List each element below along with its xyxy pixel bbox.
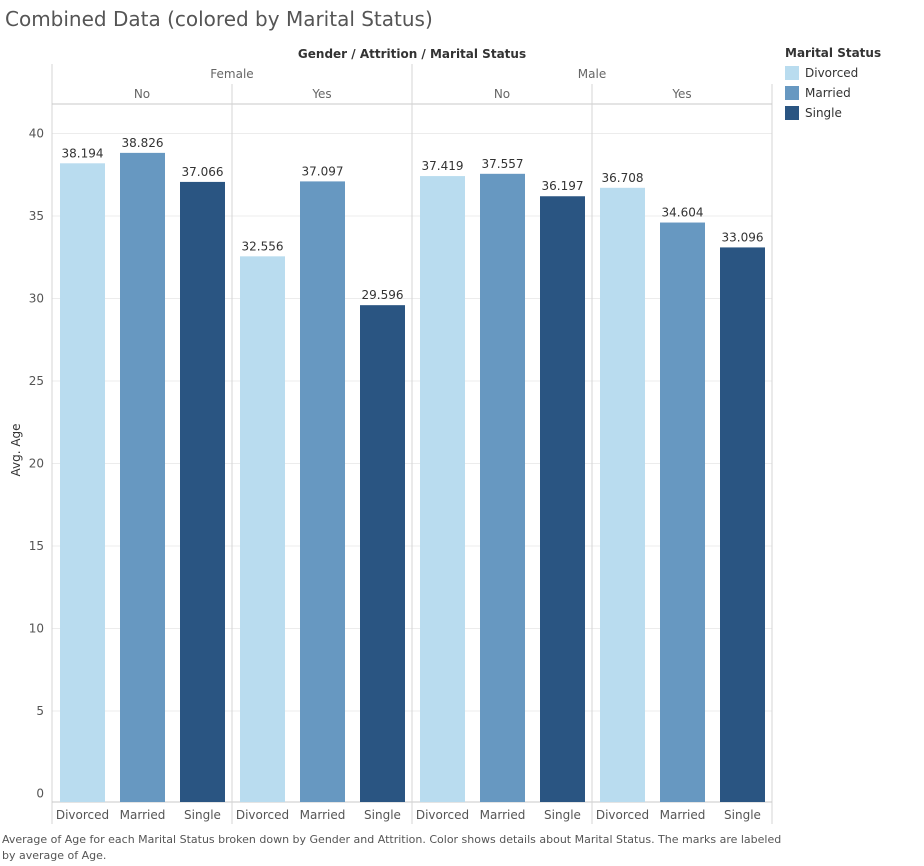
x-tick-label: Divorced [56, 808, 109, 822]
legend-item-divorced[interactable]: Divorced [785, 63, 881, 83]
bar-value-label: 29.596 [362, 288, 404, 302]
legend-label-single: Single [805, 106, 842, 120]
attrition-header-label: No [494, 87, 510, 101]
x-tick-label: Single [724, 808, 761, 822]
x-tick-label: Divorced [596, 808, 649, 822]
y-axis-title: Avg. Age [9, 423, 23, 476]
gender-header-label: Female [210, 67, 253, 81]
y-tick-label: 10 [29, 622, 44, 636]
bar-single [180, 181, 225, 802]
bar-value-label: 36.197 [542, 179, 584, 193]
x-tick-label: Single [364, 808, 401, 822]
bar-value-label: 34.604 [662, 206, 704, 220]
bar-value-label: 33.096 [722, 230, 764, 244]
x-tick-label: Divorced [416, 808, 469, 822]
chart-title: Combined Data (colored by Marital Status… [5, 7, 433, 31]
x-tick-label: Married [660, 808, 706, 822]
header-title: Gender / Attrition / Marital Status [298, 47, 526, 61]
y-tick-label: 0 [36, 787, 44, 801]
x-tick-label: Married [480, 808, 526, 822]
attrition-header-label: No [134, 87, 150, 101]
bar-value-label: 38.194 [62, 146, 104, 160]
y-tick-label: 30 [29, 292, 44, 306]
x-tick-label: Divorced [236, 808, 289, 822]
legend-label-divorced: Divorced [805, 66, 859, 80]
y-tick-label: 35 [29, 209, 44, 223]
gender-header-label: Male [578, 67, 606, 81]
legend-item-married[interactable]: Married [785, 83, 881, 103]
x-tick-label: Single [544, 808, 581, 822]
bar-divorced [600, 187, 645, 802]
legend-swatch-divorced [785, 66, 799, 80]
legend-swatch-single [785, 106, 799, 120]
x-tick-label: Married [120, 808, 166, 822]
y-tick-label: 25 [29, 374, 44, 388]
bar-divorced [420, 176, 465, 803]
bar-married [120, 152, 165, 803]
bar-single [360, 305, 405, 802]
legend-title: Marital Status [785, 46, 882, 60]
bar-single [720, 247, 765, 802]
bar-value-label: 37.419 [422, 159, 464, 173]
bar-married [480, 173, 525, 802]
y-tick-label: 40 [29, 127, 44, 141]
bar-value-label: 37.097 [302, 164, 344, 178]
bar-value-label: 38.826 [122, 136, 164, 150]
x-tick-label: Married [300, 808, 346, 822]
bar-value-label: 36.708 [602, 171, 644, 185]
legend: Marital Status Divorced Married Single [785, 46, 881, 123]
bar-value-label: 37.066 [182, 165, 224, 179]
bar-value-label: 32.556 [242, 239, 284, 253]
legend-label-married: Married [805, 86, 851, 100]
bar-divorced [60, 163, 105, 802]
legend-item-single[interactable]: Single [785, 103, 881, 123]
x-tick-label: Single [184, 808, 221, 822]
bar-single [540, 196, 585, 802]
attrition-header-label: Yes [311, 87, 331, 101]
bar-value-label: 37.557 [482, 157, 524, 171]
y-tick-label: 15 [29, 539, 44, 553]
attrition-header-label: Yes [671, 87, 691, 101]
chart-caption: Average of Age for each Marital Status b… [2, 833, 782, 862]
bar-married [300, 181, 345, 802]
bar-divorced [240, 256, 285, 802]
legend-swatch-married [785, 86, 799, 100]
y-tick-label: 20 [29, 457, 44, 471]
y-tick-label: 5 [36, 704, 44, 718]
bar-married [660, 222, 705, 802]
